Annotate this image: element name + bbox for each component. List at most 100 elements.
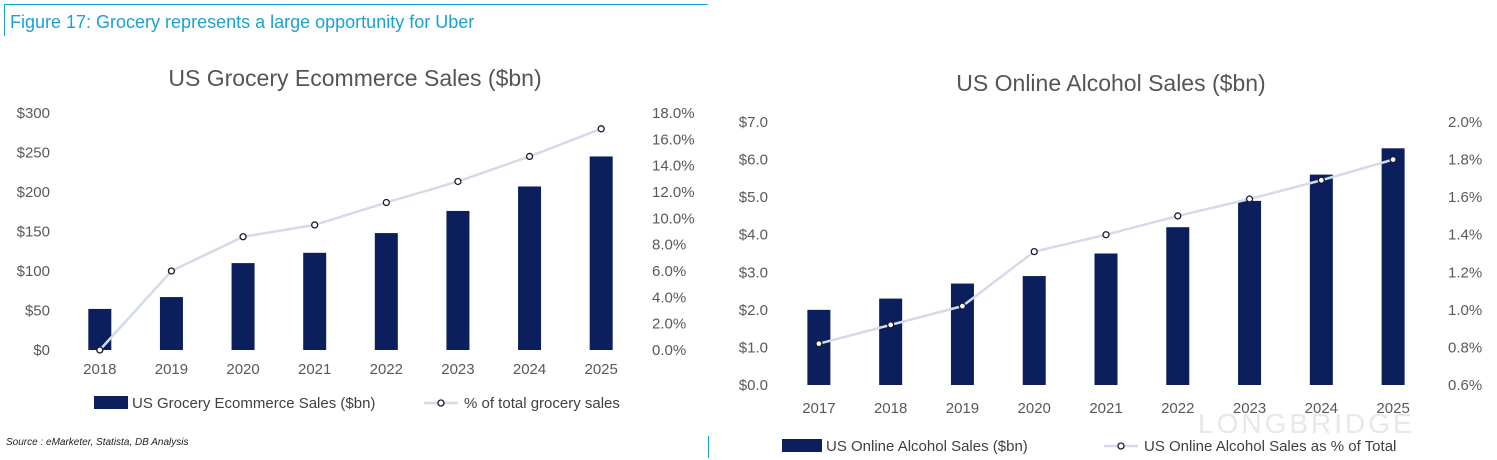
percent-point [525, 152, 534, 161]
left-axis-tick-label: $5.0 [739, 189, 768, 206]
right-axis-tick-label: 0.8% [1448, 339, 1482, 356]
left-axis-tick-label: $300 [17, 105, 50, 122]
figure-title-frame [4, 4, 708, 36]
percent-point [597, 125, 605, 133]
legend-bar-swatch [782, 439, 822, 452]
percent-point [1174, 212, 1182, 220]
percent-point [1102, 231, 1110, 239]
bar [374, 233, 398, 350]
bar [88, 308, 112, 350]
percent-point [1317, 176, 1325, 184]
chart-title: US Grocery Ecommerce Sales ($bn) [168, 65, 541, 91]
percent-point [1245, 195, 1254, 203]
x-axis-tick-label: 2025 [585, 361, 618, 378]
left-axis-tick-label: $1.0 [739, 339, 768, 356]
bar [950, 283, 974, 385]
alcohol-chart: US Online Alcohol Sales ($bn) $0.0 $1.0 $2.… [739, 70, 1482, 455]
percent-point [454, 177, 462, 186]
right-axis-tick-label: 6.0% [652, 263, 686, 280]
right-axis-tick-label: 1.8% [1448, 152, 1482, 169]
x-axis-tick-label: 2018 [83, 361, 116, 378]
left-axis-tick-label: $200 [17, 184, 50, 201]
right-axis-tick-label: 2.0% [1448, 114, 1482, 131]
chart-title: US Online Alcohol Sales ($bn) [956, 70, 1265, 96]
bar [1238, 200, 1262, 385]
bar [807, 309, 831, 385]
left-axis-tick-label: $3.0 [739, 264, 768, 281]
right-axis-tick-label: 1.0% [1448, 302, 1482, 319]
figure-title: Figure 17: Grocery represents a large op… [10, 12, 475, 32]
left-axis-tick-label: $100 [17, 263, 50, 280]
percent-point [239, 233, 247, 241]
left-axis-tick-label: $250 [17, 145, 50, 162]
right-axis-tick-label: 10.0% [652, 210, 695, 227]
right-axis-tick-label: 12.0% [652, 184, 695, 201]
x-axis-tick-label: 2025 [1376, 400, 1409, 417]
x-axis-tick-label: 2018 [874, 400, 907, 417]
percent-point [1030, 247, 1038, 256]
right-axis-tick-label: 18.0% [652, 105, 695, 122]
right-axis-tick-label: 16.0% [652, 131, 695, 148]
bar [589, 156, 613, 350]
left-axis-tick-label: $4.0 [739, 227, 768, 244]
x-axis-tick-label: 2024 [513, 361, 546, 378]
x-axis-tick-label: 2019 [155, 361, 188, 378]
percent-point [382, 198, 390, 207]
right-axis-tick-label: 2.0% [652, 316, 686, 333]
bar [231, 263, 255, 350]
bar [879, 298, 903, 385]
legend-line-label: US Online Alcohol Sales as % of Total [1144, 438, 1396, 455]
x-axis-tick-label: 2024 [1305, 400, 1338, 417]
x-axis-tick-label: 2017 [802, 400, 835, 417]
right-axis-tick-label: 8.0% [652, 237, 686, 254]
x-axis-tick-label: 2021 [1089, 400, 1122, 417]
x-axis-tick-label: 2022 [370, 361, 403, 378]
bar [1022, 276, 1046, 385]
right-axis-tick-label: 1.6% [1448, 189, 1482, 206]
x-axis-tick-label: 2022 [1161, 400, 1194, 417]
left-axis-tick-label: $7.0 [739, 114, 768, 131]
x-axis-tick-label: 2020 [1018, 400, 1051, 417]
right-axis-tick-label: 4.0% [652, 289, 686, 306]
bar [1094, 253, 1118, 385]
right-axis-tick-label: 14.0% [652, 158, 695, 175]
percent-line [98, 127, 602, 351]
x-axis-tick-label: 2020 [226, 361, 259, 378]
legend-bar-swatch [94, 396, 128, 409]
left-axis-tick-label: $6.0 [739, 152, 768, 169]
bar [446, 210, 470, 350]
right-axis-tick-label: 0.6% [1448, 377, 1482, 394]
grocery-chart: US Grocery Ecommerce Sales ($bn) $0 $50 $10… [17, 65, 695, 412]
bar [303, 252, 327, 350]
left-axis-tick-label: $0.0 [739, 377, 768, 394]
percent-point [958, 302, 967, 310]
legend-line-label: % of total grocery sales [464, 395, 620, 412]
bar [1381, 148, 1405, 385]
legend-line-marker [1117, 442, 1125, 450]
legend-line-marker [437, 399, 445, 407]
percent-point [311, 221, 319, 229]
divider-mark [708, 436, 709, 458]
legend-bar-label: US Online Alcohol Sales ($bn) [826, 438, 1028, 455]
x-axis-tick-label: 2019 [946, 400, 979, 417]
left-axis-tick-label: $150 [17, 224, 50, 241]
left-axis-tick-label: $2.0 [739, 302, 768, 319]
right-axis-tick-label: 1.2% [1448, 264, 1482, 281]
x-axis-tick-label: 2021 [298, 361, 331, 378]
left-axis-tick-label: $50 [25, 303, 50, 320]
right-axis-tick-label: 1.4% [1448, 227, 1482, 244]
percent-point [96, 346, 104, 354]
watermark: LONGBRIDGE [1198, 408, 1415, 439]
x-axis-tick-label: 2023 [1233, 400, 1266, 417]
bar [159, 297, 183, 350]
right-axis-tick-label: 0.0% [652, 342, 686, 359]
bar [518, 186, 542, 350]
percent-point [815, 340, 823, 348]
bar [1166, 227, 1190, 385]
percent-point [887, 321, 895, 329]
source-note: Source : eMarketer, Statista, DB Analysi… [6, 437, 189, 448]
percent-point [1389, 155, 1397, 164]
legend-bar-label: US Grocery Ecommerce Sales ($bn) [132, 395, 375, 412]
bar [1309, 174, 1333, 385]
percent-point [167, 267, 176, 275]
